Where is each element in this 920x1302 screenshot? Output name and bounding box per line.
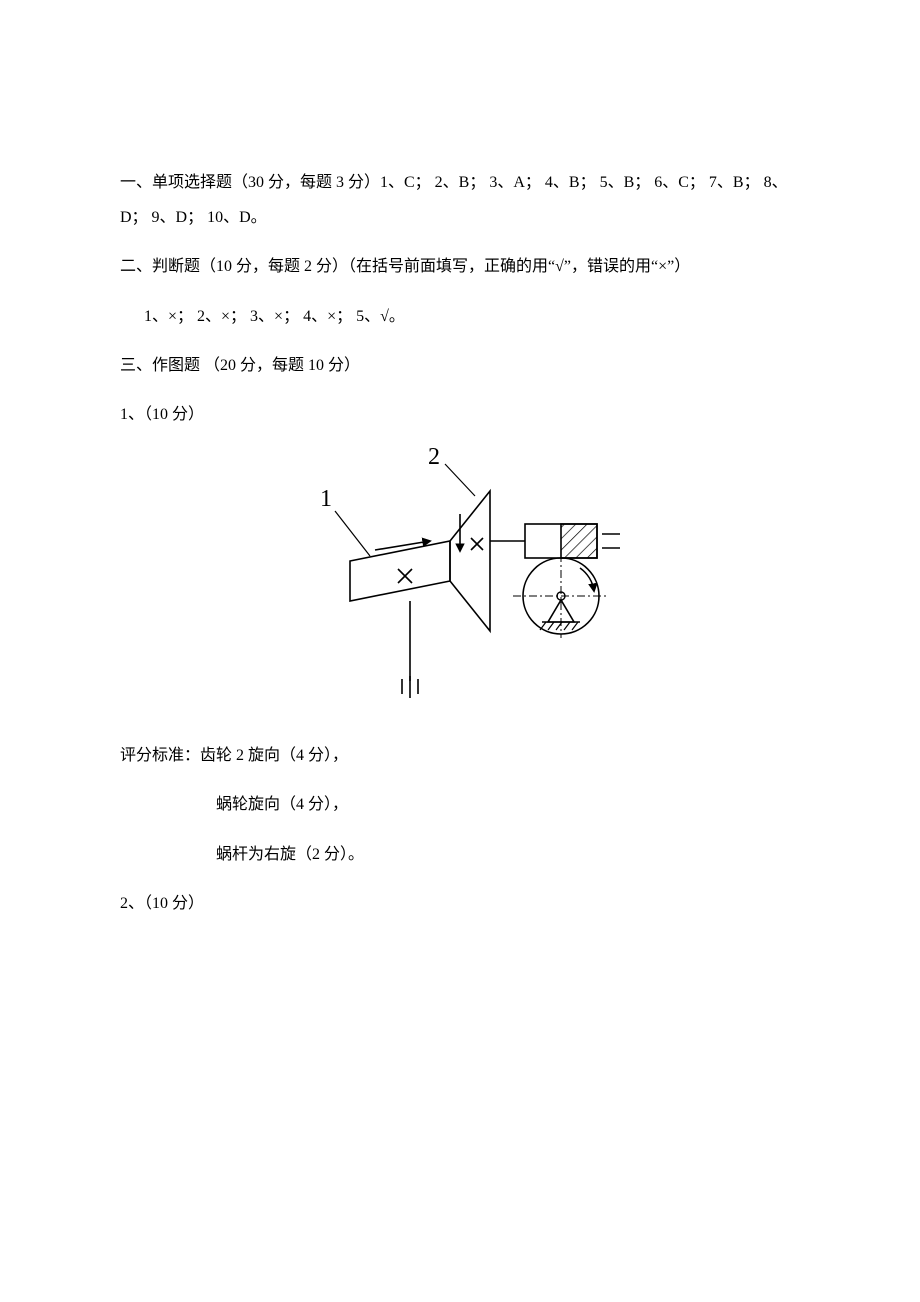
q1-label: 1、（10 分） (120, 397, 800, 432)
section-3-heading: 三、作图题 （20 分，每题 10 分） (120, 348, 800, 383)
section-1-text: 一、单项选择题（30 分，每题 3 分）1、C； 2、B； 3、A； 4、B； … (120, 165, 800, 235)
gear-1: 1 (320, 486, 450, 601)
section-2-heading: 二、判断题（10 分，每题 2 分）（在括号前面填写，正确的用“√”，错误的用“… (120, 249, 800, 284)
criteria-2: 蜗轮旋向（4 分）， (120, 787, 800, 822)
section-2-answers: 1、×； 2、×； 3、×； 4、×； 5、√。 (120, 299, 800, 334)
q2-label: 2、（10 分） (120, 886, 800, 921)
criteria-line-1: 评分标准：齿轮 2 旋向（4 分）， (120, 738, 800, 773)
criteria-1: 齿轮 2 旋向（4 分）， (200, 747, 348, 764)
label-2: 2 (428, 446, 440, 470)
label-1: 1 (320, 486, 332, 512)
shaft-vertical (402, 601, 418, 698)
criteria-lead: 评分标准： (120, 747, 200, 764)
worm-wheel (513, 554, 609, 638)
q1-figure: 1 2 (120, 446, 800, 716)
q1-diagram: 1 2 (280, 446, 640, 716)
gear-2: 2 (428, 446, 490, 631)
criteria-3: 蜗杆为右旋（2 分）。 (120, 837, 800, 872)
worm (525, 524, 620, 558)
